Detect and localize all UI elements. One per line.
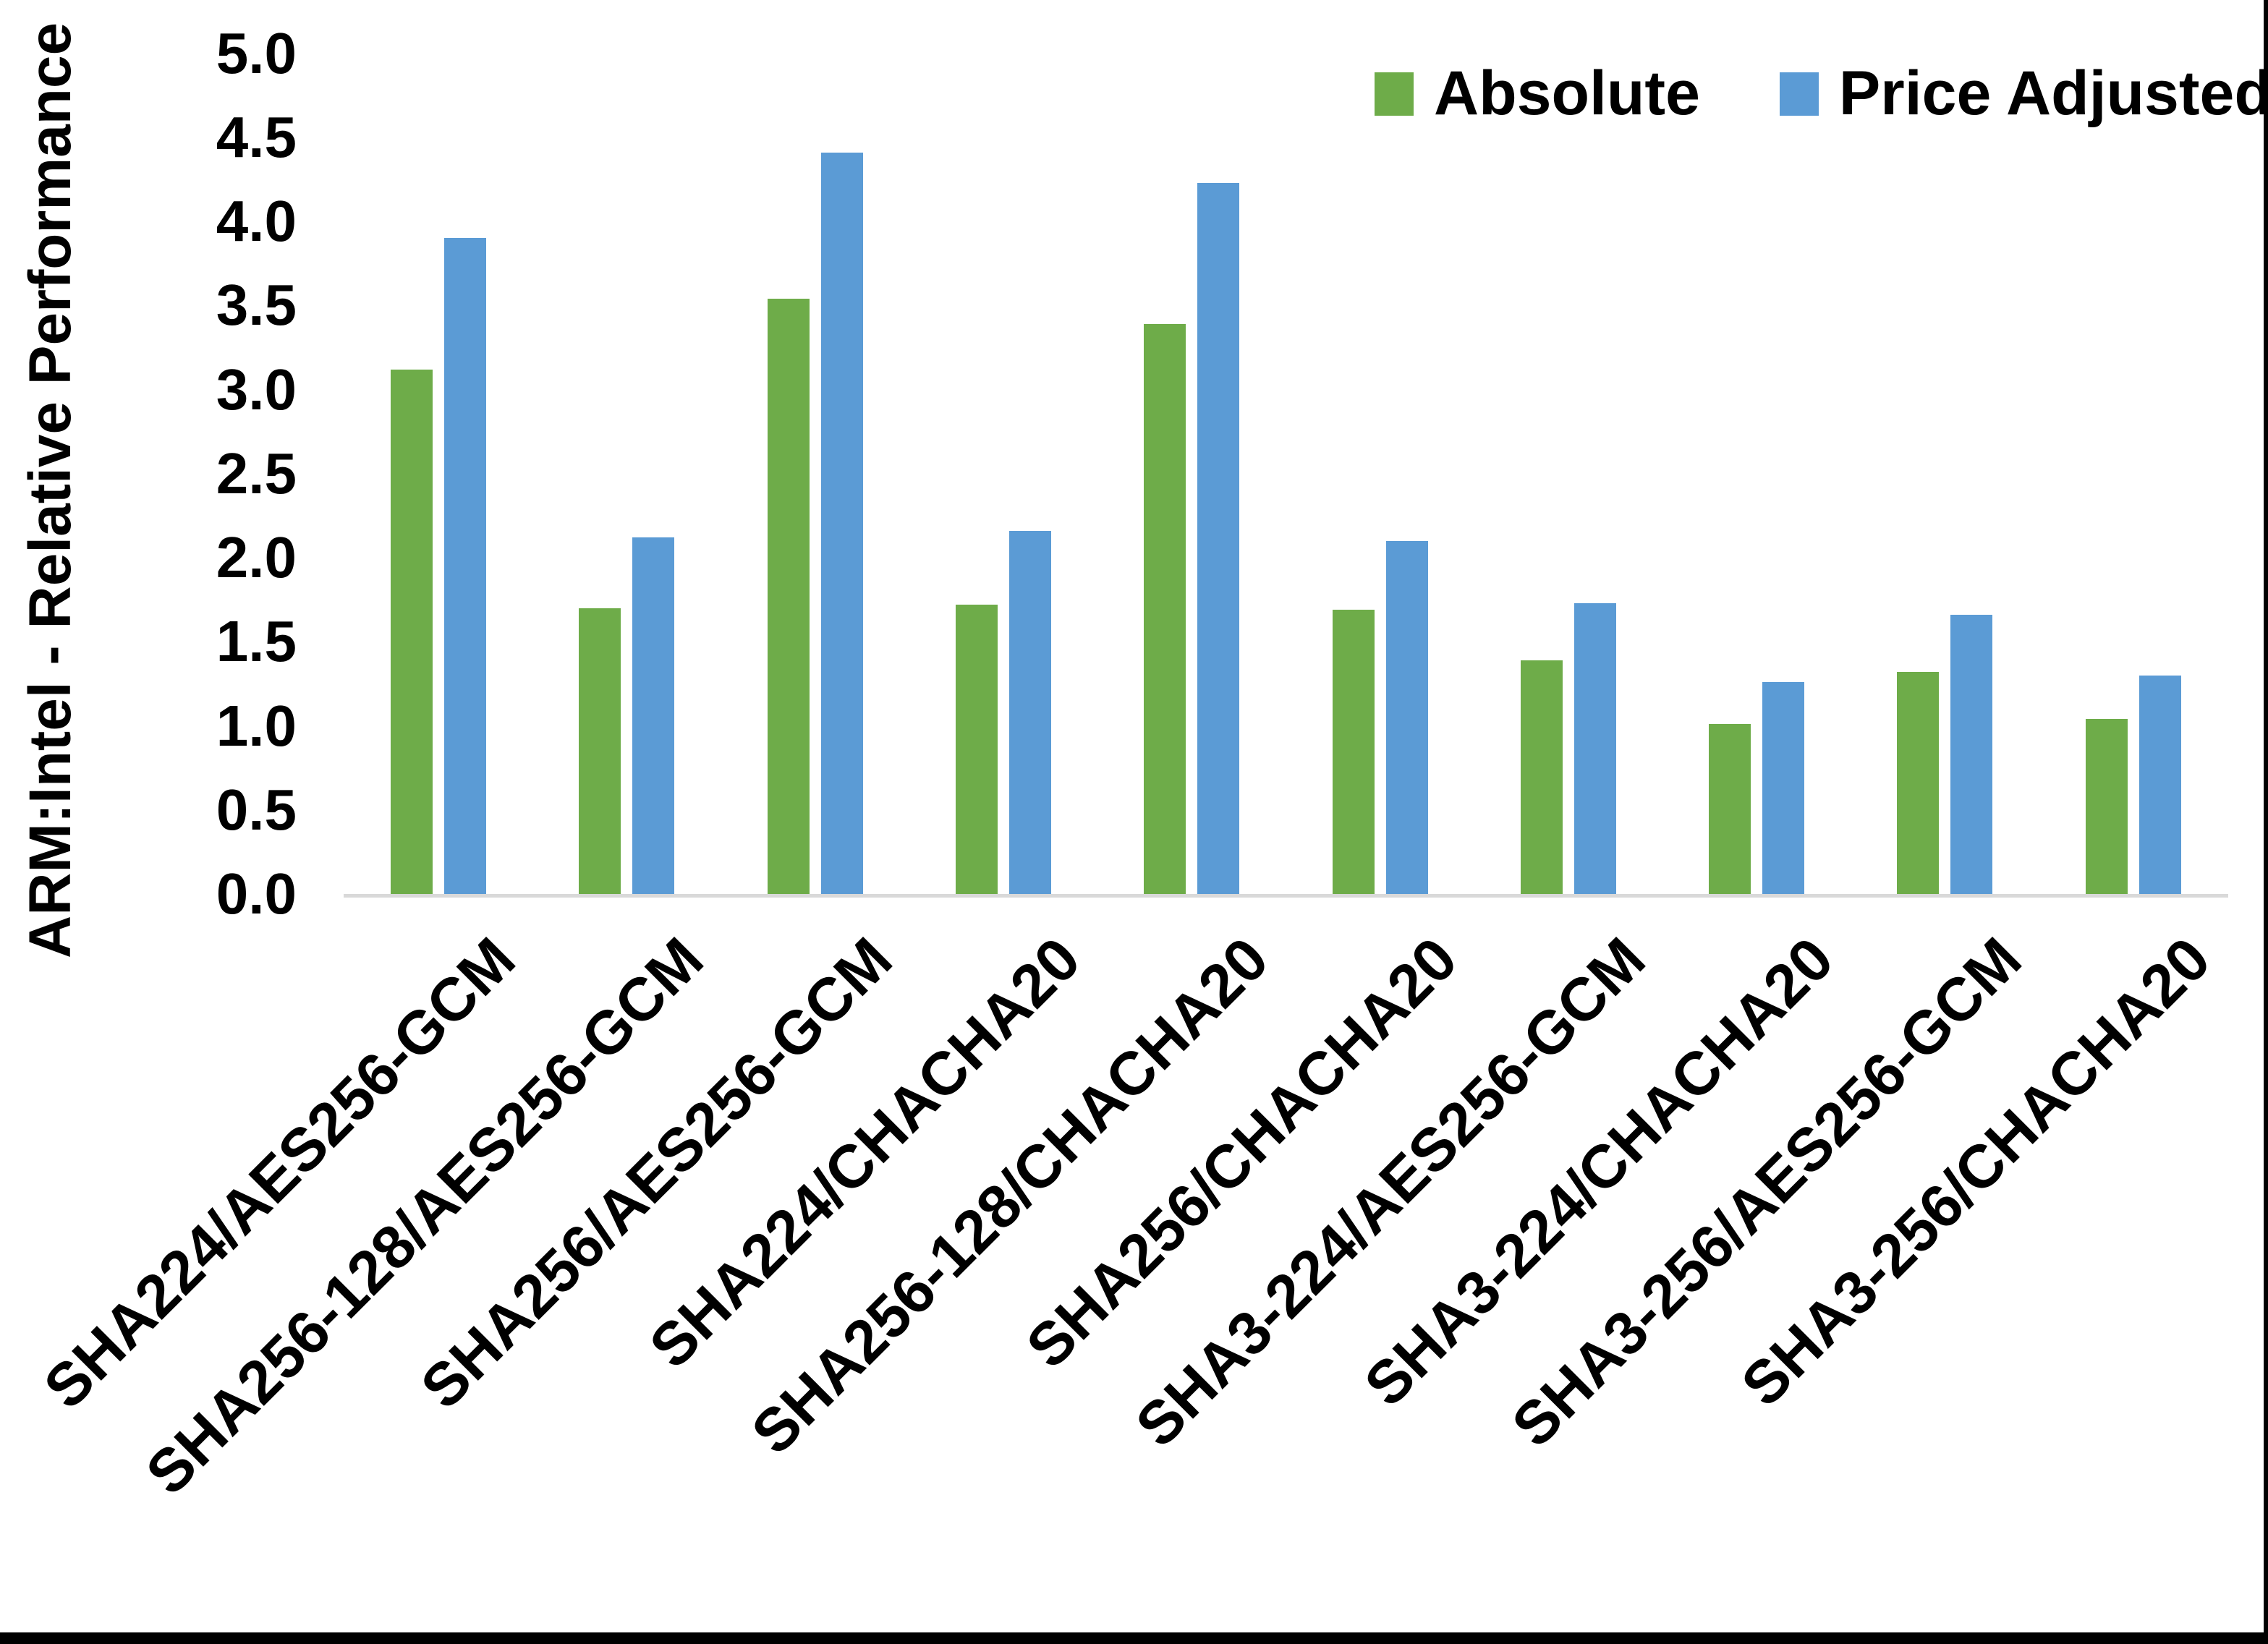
legend-label-price-adjusted: Price Adjusted (1838, 59, 2268, 128)
y-tick-label-2.0: 2.0 (216, 525, 297, 589)
legend-item-absolute: Absolute (1375, 58, 1700, 129)
y-tick-label-5.0: 5.0 (216, 20, 297, 85)
bar-absolute-6 (1521, 660, 1563, 894)
bar-price-adjusted-1 (632, 537, 674, 894)
bar-absolute-9 (2086, 719, 2128, 894)
bar-absolute-0 (391, 370, 433, 894)
legend-swatch-absolute (1375, 72, 1414, 116)
y-tick-label-3.0: 3.0 (216, 357, 297, 422)
legend-item-price-adjusted: Price Adjusted (1779, 58, 2268, 129)
page-border-right (2264, 0, 2268, 1644)
y-tick-label-4.0: 4.0 (216, 189, 297, 253)
bar-absolute-5 (1333, 610, 1375, 894)
bar-price-adjusted-8 (1950, 615, 1992, 894)
y-tick-label-1.0: 1.0 (216, 693, 297, 758)
bar-price-adjusted-2 (821, 153, 863, 894)
bar-absolute-3 (956, 605, 998, 894)
bar-absolute-4 (1144, 324, 1186, 894)
x-category-label-1: SHA256-128/AES256-GCM (132, 924, 716, 1508)
legend: Absolute Price Adjusted (1375, 58, 2268, 129)
x-axis-line (344, 894, 2228, 898)
bar-price-adjusted-6 (1574, 603, 1616, 894)
bar-absolute-1 (579, 608, 621, 894)
bar-price-adjusted-3 (1009, 531, 1051, 894)
y-tick-label-2.5: 2.5 (216, 440, 297, 506)
y-tick-label-0.0: 0.0 (216, 861, 297, 926)
bar-price-adjusted-7 (1762, 682, 1804, 894)
y-tick-label-0.5: 0.5 (216, 777, 297, 842)
bar-absolute-2 (768, 299, 810, 894)
y-axis-title: ARM:Intel - Relative Performance (17, 22, 83, 958)
bar-absolute-7 (1709, 724, 1751, 894)
page-border-bottom (0, 1632, 2268, 1644)
bar-price-adjusted-0 (444, 238, 486, 894)
y-tick-label-1.5: 1.5 (216, 609, 297, 674)
legend-swatch-price-adjusted (1779, 72, 1819, 116)
bar-price-adjusted-9 (2139, 676, 2181, 894)
y-tick-label-4.5: 4.5 (216, 104, 297, 169)
legend-label-absolute: Absolute (1434, 59, 1700, 128)
bar-price-adjusted-4 (1197, 183, 1239, 894)
bar-absolute-8 (1897, 672, 1939, 894)
y-tick-label-3.5: 3.5 (216, 273, 297, 338)
bar-price-adjusted-5 (1386, 541, 1428, 894)
